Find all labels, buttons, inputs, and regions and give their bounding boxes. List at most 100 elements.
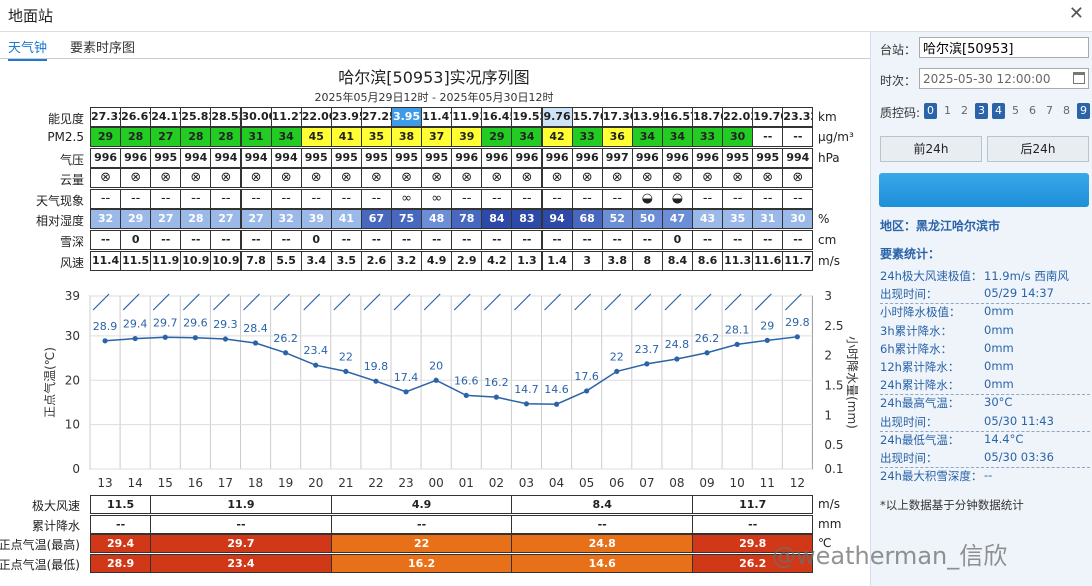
qc-code-6[interactable]: 6 xyxy=(1029,104,1036,117)
temperature-point xyxy=(523,401,530,407)
cell-pm25: 33 xyxy=(571,127,603,147)
cell-weather: -- xyxy=(511,189,543,209)
stat-key: 小时降水极值： xyxy=(880,305,961,320)
wind-barb-icon xyxy=(194,293,200,299)
y-tick-label: 39 xyxy=(65,289,80,303)
stat-key: 3h累计降水： xyxy=(880,323,953,338)
wind-barb-icon xyxy=(526,293,531,299)
wind-barb-icon xyxy=(285,293,291,299)
cell-visibility: 18.76 xyxy=(692,107,724,127)
cell-wind: 11.6 xyxy=(752,251,784,271)
temperature-point xyxy=(764,337,770,343)
cell-pressure: 994 xyxy=(270,148,302,168)
cell-wind: 11.9 xyxy=(150,251,182,271)
x-tick-label: 17 xyxy=(218,476,233,490)
qc-code-8[interactable]: 8 xyxy=(1063,104,1070,117)
temperature-point xyxy=(222,336,229,342)
cell-wind: 10.9 xyxy=(210,251,242,271)
summary-cell: 28.9 xyxy=(90,554,152,573)
wind-barb-icon xyxy=(724,297,738,311)
temperature-label: 26.2 xyxy=(273,332,298,345)
stat-item: 6h累计降水： 0mm xyxy=(880,341,1090,359)
wind-barb-icon xyxy=(423,297,437,311)
qc-code-9[interactable]: 9 xyxy=(1077,103,1090,119)
cell-cloud: ⊗ xyxy=(150,168,182,188)
cell-wind: 10.9 xyxy=(180,251,212,271)
qc-code-5[interactable]: 5 xyxy=(1012,104,1019,117)
cell-snow: 0 xyxy=(120,230,152,250)
summary-cell: 11.7 xyxy=(692,495,814,514)
wind-barb-icon xyxy=(784,297,798,311)
cell-humidity: 83 xyxy=(511,209,543,229)
y-right-tick-label: 1 xyxy=(824,408,832,422)
cell-cloud: ⊗ xyxy=(270,168,302,188)
cell-cloud: ⊗ xyxy=(541,168,573,188)
stat-value: 0mm xyxy=(984,304,1014,319)
qc-code-7[interactable]: 7 xyxy=(1046,104,1053,117)
cell-wind: 3.5 xyxy=(330,251,362,271)
tab-weather-clock[interactable]: 天气钟 xyxy=(8,37,48,61)
temperature-point xyxy=(343,368,349,375)
summary-cell: 14.6 xyxy=(511,554,693,573)
cell-humidity: 48 xyxy=(421,209,453,229)
cell-humidity: 94 xyxy=(541,209,573,229)
summary-cell: -- xyxy=(511,515,693,534)
cell-pm25: 34 xyxy=(631,127,663,147)
temperature-point xyxy=(493,394,499,400)
qc-code-3[interactable]: 3 xyxy=(975,103,988,119)
qc-code-1[interactable]: 1 xyxy=(944,104,951,117)
stat-value: 05/30 03:36 xyxy=(984,450,1054,464)
cell-cloud: ⊗ xyxy=(360,168,392,188)
cell-visibility: 16.57 xyxy=(661,107,693,127)
cell-visibility: 22.00 xyxy=(300,107,332,127)
wind-barb-icon xyxy=(273,297,287,311)
time-input[interactable] xyxy=(919,68,1089,89)
query-button[interactable] xyxy=(879,173,1089,207)
cell-wind: 2.6 xyxy=(360,251,392,271)
cell-wind: 8.6 xyxy=(692,251,724,271)
stat-key: 出现时间： xyxy=(880,414,938,429)
cell-cloud: ⊗ xyxy=(511,168,543,188)
cell-pm25: 42 xyxy=(541,127,573,147)
temperature-point xyxy=(584,388,590,394)
prev-24h-button[interactable]: 前24h xyxy=(880,136,982,162)
cell-snow: -- xyxy=(270,230,302,250)
qc-code-4[interactable]: 4 xyxy=(992,103,1005,119)
summary-cell: 29.8 xyxy=(692,534,814,553)
cell-cloud: ⊗ xyxy=(481,168,513,188)
temperature-label: 23.4 xyxy=(304,344,329,357)
station-input[interactable] xyxy=(919,37,1089,58)
cell-pm25: 34 xyxy=(511,127,543,147)
cell-cloud: ⊗ xyxy=(661,168,693,188)
next-24h-button[interactable]: 后24h xyxy=(987,136,1089,162)
wind-barb-icon xyxy=(315,293,321,299)
cell-pm25: -- xyxy=(782,127,814,147)
cell-snow: -- xyxy=(511,230,543,250)
calendar-icon[interactable] xyxy=(1073,72,1085,84)
summary-cell: 11.5 xyxy=(90,495,152,514)
cell-humidity: 84 xyxy=(481,209,513,229)
cell-snow: -- xyxy=(240,230,272,250)
cell-cloud: ⊗ xyxy=(571,168,603,188)
cell-snow: -- xyxy=(541,230,573,250)
cell-pressure: 996 xyxy=(90,148,122,168)
cell-snow: -- xyxy=(330,230,362,250)
row-label-cloud: 云量 xyxy=(59,173,84,187)
temperature-point xyxy=(614,368,620,375)
stat-key: 24h极大风速极值： xyxy=(880,269,983,283)
qc-code-2[interactable]: 2 xyxy=(961,104,968,117)
wind-barb-icon xyxy=(574,297,588,311)
tab-element-series[interactable]: 要素时序图 xyxy=(70,41,136,56)
wind-barb-icon xyxy=(465,293,471,299)
x-tick-label: 13 xyxy=(97,476,112,490)
cell-pressure: 996 xyxy=(631,148,663,168)
cell-humidity: 39 xyxy=(300,209,332,229)
close-icon[interactable]: ✕ xyxy=(1068,3,1084,24)
y-tick-label: 10 xyxy=(65,418,80,432)
chart-area: 哈尔滨[50953]实况序列图 2025年05月29日12时 - 2025年05… xyxy=(0,60,870,586)
qc-code-0[interactable]: 0 xyxy=(924,103,937,119)
x-tick-label: 10 xyxy=(730,476,745,490)
row-label-pressure: 气压 xyxy=(59,153,84,167)
summary-unit: m/s xyxy=(818,497,840,511)
cell-humidity: 27 xyxy=(150,209,182,229)
